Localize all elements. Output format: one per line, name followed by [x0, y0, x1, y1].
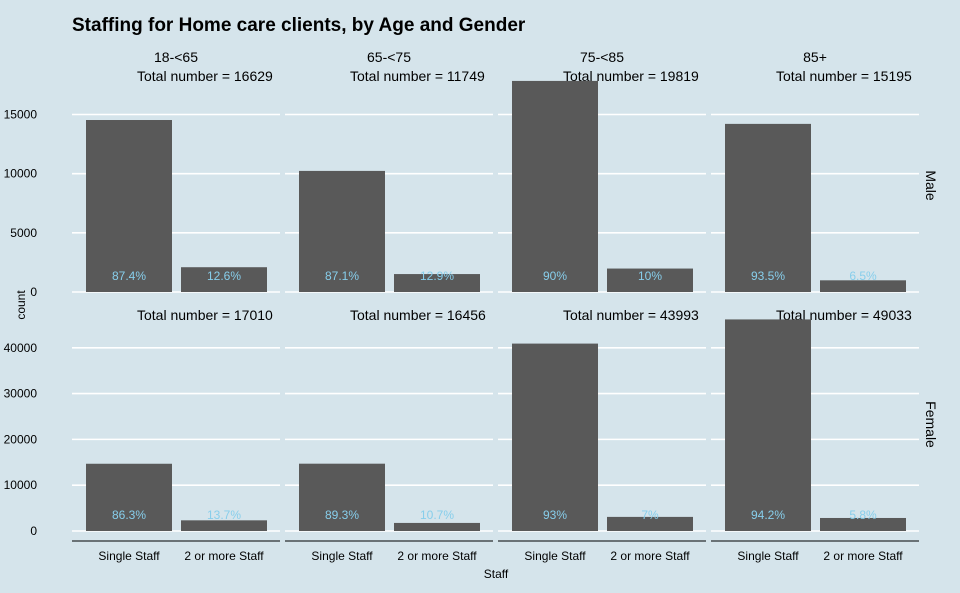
- percent-label: 12.6%: [207, 269, 241, 283]
- percent-label: 89.3%: [325, 508, 359, 522]
- y-tick-label: 10000: [4, 167, 38, 181]
- bar: [181, 267, 267, 292]
- total-number-label: Total number = 49033: [776, 307, 912, 323]
- percent-label: 10.7%: [420, 508, 454, 522]
- bar: [181, 520, 267, 531]
- x-tick-label: Single Staff: [737, 549, 799, 563]
- bar: [394, 522, 480, 531]
- percent-label: 7%: [641, 508, 659, 522]
- bar: [820, 280, 906, 292]
- bar: [512, 80, 598, 292]
- bar: [86, 463, 172, 531]
- y-tick-label: 20000: [4, 432, 38, 446]
- percent-label: 6.5%: [849, 269, 877, 283]
- percent-label: 86.3%: [112, 508, 146, 522]
- percent-label: 12.9%: [420, 269, 454, 283]
- bar: [512, 343, 598, 531]
- percent-label: 13.7%: [207, 508, 241, 522]
- percent-label: 87.1%: [325, 269, 359, 283]
- bar: [394, 274, 480, 292]
- y-axis-label: count: [14, 290, 28, 320]
- bar: [725, 123, 811, 292]
- x-axis-label: Staff: [484, 567, 509, 581]
- percent-label: 90%: [543, 269, 567, 283]
- total-number-label: Total number = 15195: [776, 68, 912, 84]
- x-tick-label: Single Staff: [98, 549, 160, 563]
- bar: [299, 170, 385, 292]
- y-tick-label: 0: [30, 285, 37, 299]
- x-tick-label: 2 or more Staff: [823, 549, 903, 563]
- bar: [820, 517, 906, 531]
- percent-label: 10%: [638, 269, 662, 283]
- x-tick-label: 2 or more Staff: [397, 549, 477, 563]
- x-tick-label: Single Staff: [311, 549, 373, 563]
- percent-label: 87.4%: [112, 269, 146, 283]
- x-tick-label: Single Staff: [524, 549, 586, 563]
- y-tick-label: 0: [30, 524, 37, 538]
- facet-column-label: 85+: [803, 49, 827, 65]
- facet-column-label: 18-<65: [154, 49, 198, 65]
- total-number-label: Total number = 19819: [563, 68, 699, 84]
- bar: [607, 516, 693, 531]
- y-tick-label: 10000: [4, 478, 38, 492]
- percent-label: 94.2%: [751, 508, 785, 522]
- y-tick-label: 30000: [4, 387, 38, 401]
- y-tick-label: 15000: [4, 108, 38, 122]
- bar: [299, 463, 385, 531]
- bar: [607, 268, 693, 292]
- x-tick-label: 2 or more Staff: [184, 549, 264, 563]
- percent-label: 5.8%: [849, 508, 877, 522]
- percent-label: 93%: [543, 508, 567, 522]
- x-tick-label: 2 or more Staff: [610, 549, 690, 563]
- chart-marks: 18-<65 65-<75 75-<85 85+ Male Female 0 5000 1000…: [4, 49, 939, 563]
- total-number-label: Total number = 11749: [350, 68, 485, 84]
- facet-column-label: 65-<75: [367, 49, 411, 65]
- chart-title: Staffing for Home care clients, by Age a…: [72, 15, 526, 36]
- facet-row-label: Male: [923, 170, 939, 201]
- total-number-label: Total number = 43993: [563, 307, 699, 323]
- total-number-label: Total number = 16456: [350, 307, 486, 323]
- facet-row-label: Female: [923, 401, 939, 448]
- facet-column-label: 75-<85: [580, 49, 624, 65]
- y-tick-label: 40000: [4, 341, 38, 355]
- percent-label: 93.5%: [751, 269, 785, 283]
- bar: [86, 120, 172, 292]
- total-number-label: Total number = 17010: [137, 307, 273, 323]
- bar: [725, 319, 811, 531]
- total-number-label: Total number = 16629: [137, 68, 273, 84]
- y-tick-label: 5000: [10, 226, 37, 240]
